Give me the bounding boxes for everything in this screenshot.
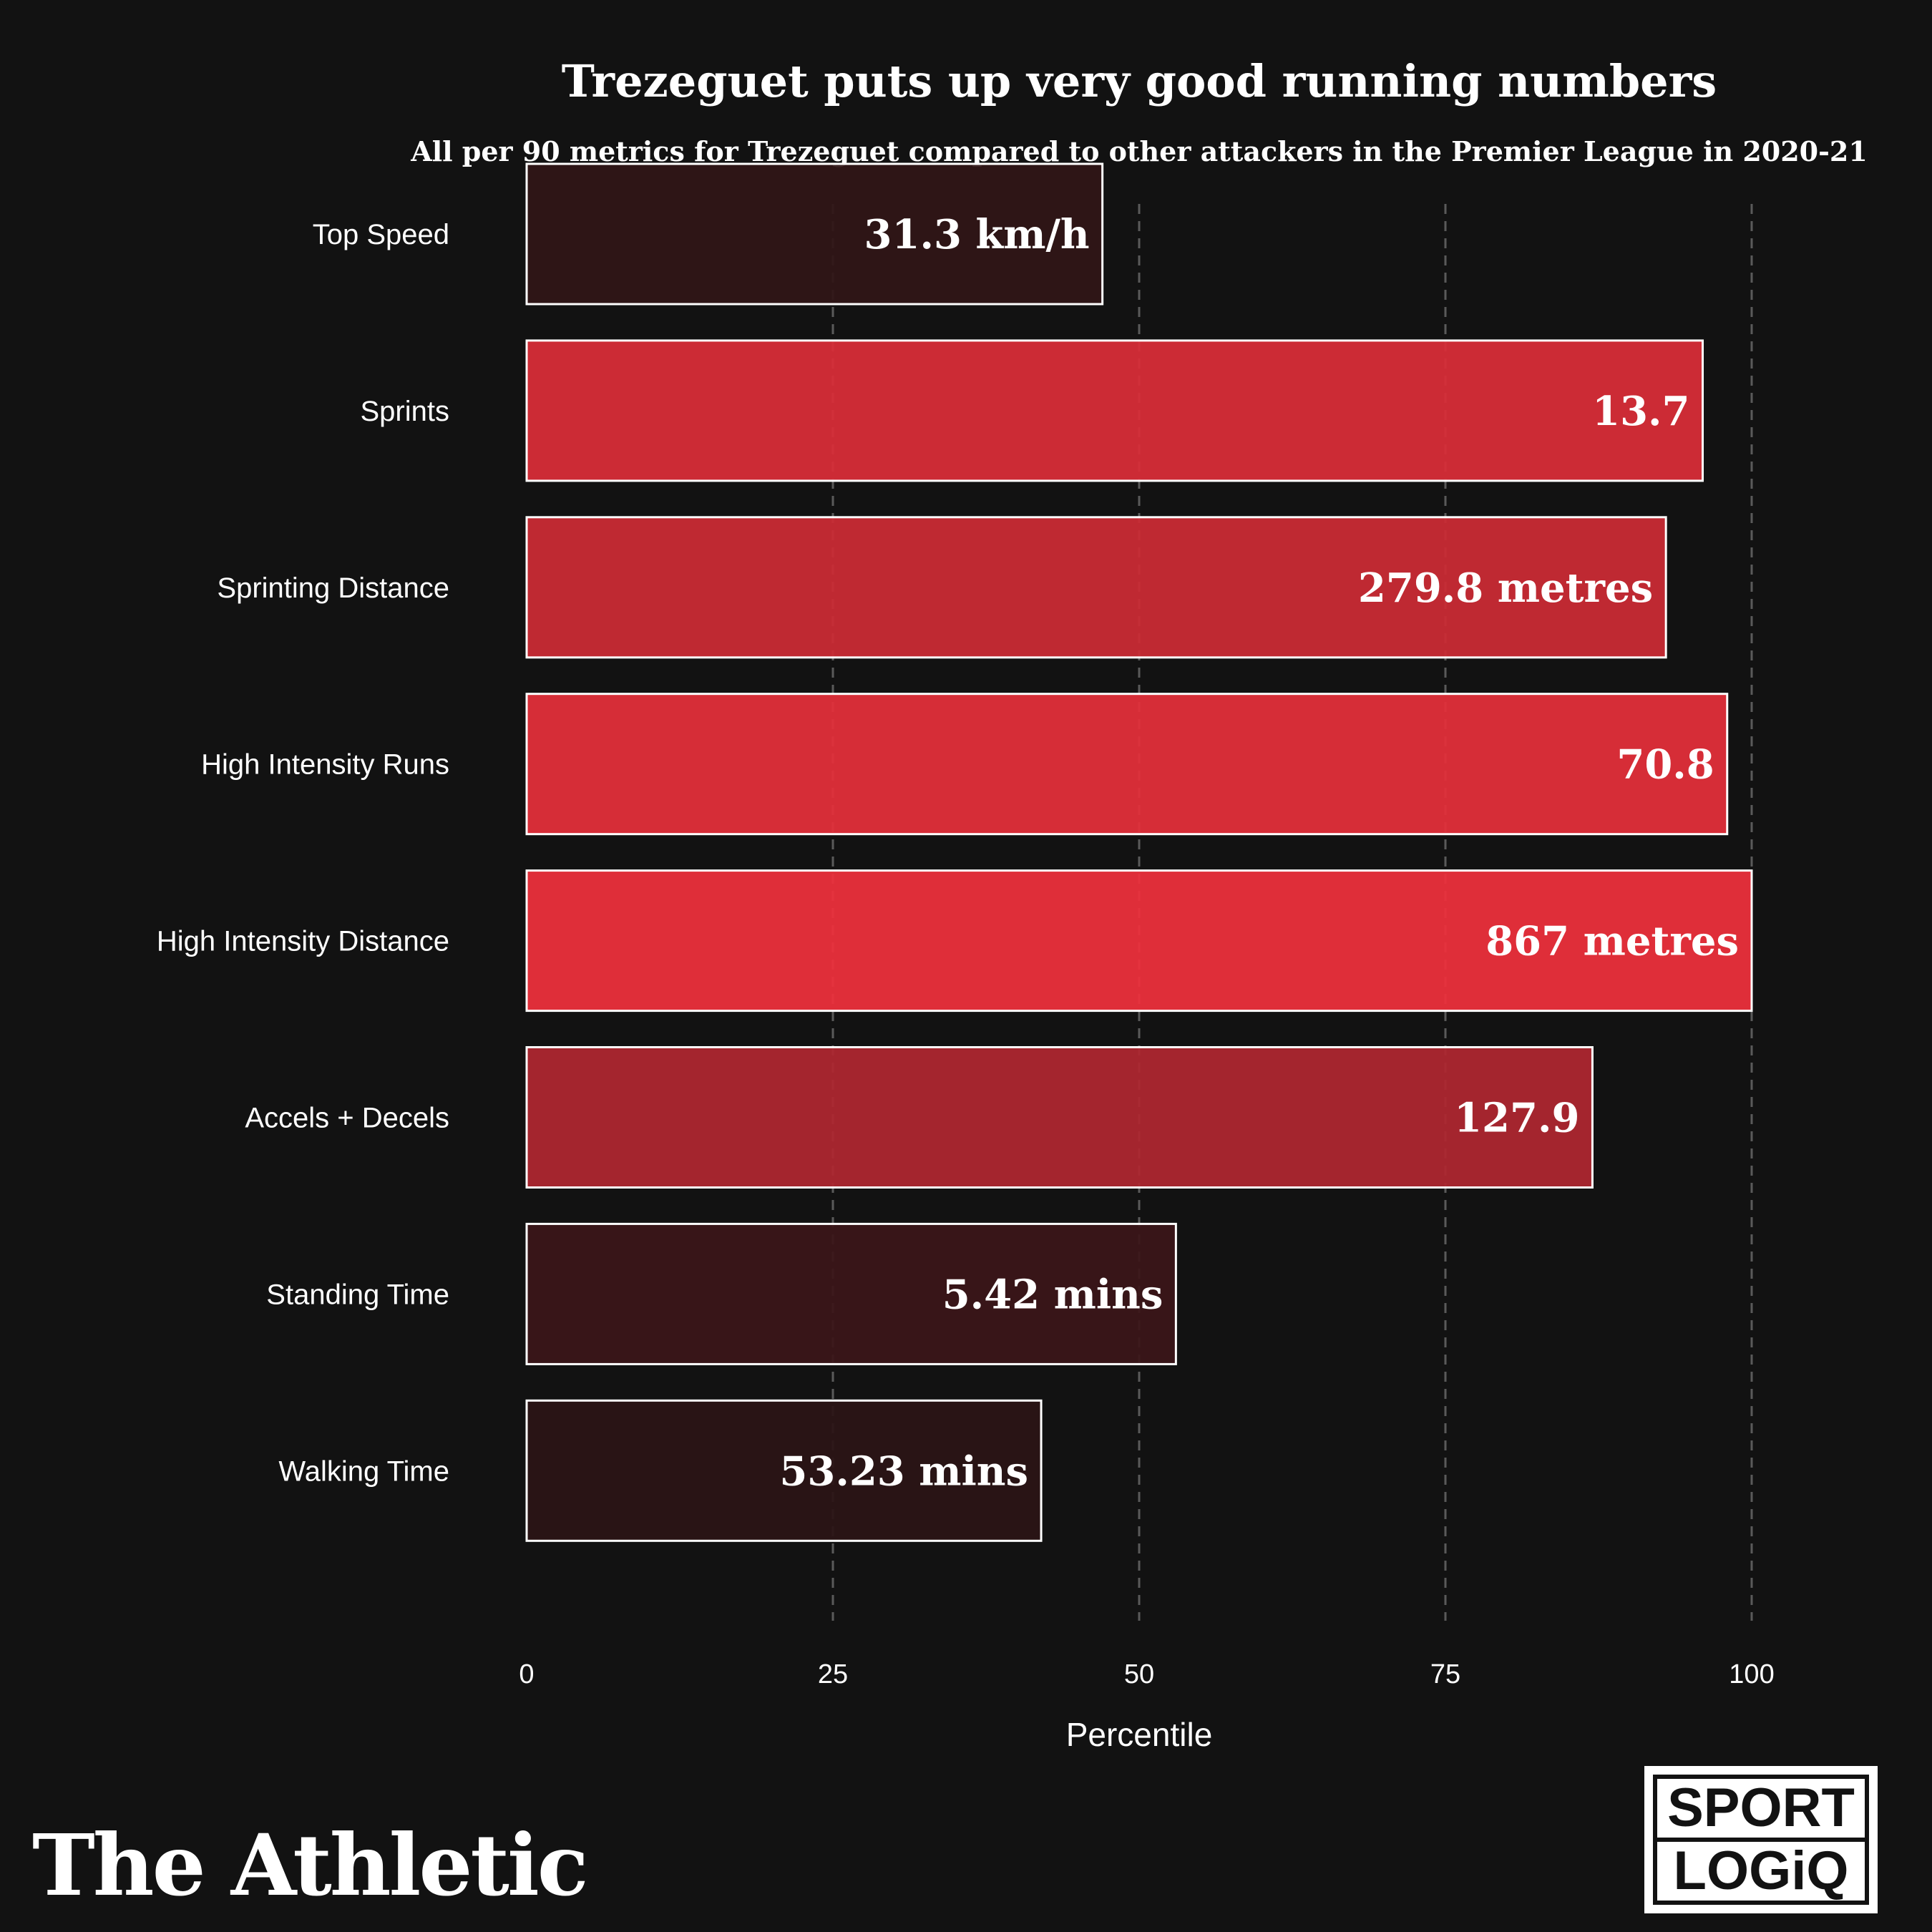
x-tick-label: 100	[1729, 1659, 1774, 1689]
value-label: 13.7	[1592, 388, 1689, 435]
publisher-logo: The Athletic	[32, 1815, 587, 1915]
bar	[525, 1046, 1594, 1189]
partner-logo: SPORT LOGiQ	[1644, 1766, 1878, 1913]
category-label: Top Speed	[313, 219, 449, 250]
value-label: 279.8 metres	[1358, 565, 1653, 612]
bar	[525, 162, 1104, 306]
chart-subtitle: All per 90 metrics for Trezeguet compare…	[410, 135, 1868, 167]
x-tick-label: 75	[1430, 1659, 1460, 1689]
x-axis-ticks: 0 25 50 75 100	[519, 1659, 1774, 1689]
bar	[525, 693, 1729, 836]
category-label: High Intensity Runs	[201, 749, 449, 781]
value-label: 31.3 km/h	[864, 211, 1090, 258]
partner-logo-line2: LOGiQ	[1674, 1840, 1849, 1901]
x-tick-label: 25	[818, 1659, 848, 1689]
value-label: 867 metres	[1485, 918, 1739, 965]
category-label: Walking Time	[278, 1455, 449, 1487]
value-label: 53.23 mins	[779, 1448, 1028, 1495]
category-label: Standing Time	[266, 1279, 449, 1310]
value-label: 5.42 mins	[942, 1271, 1163, 1318]
partner-logo-top-panel	[1657, 1779, 1865, 1838]
value-label: 70.8	[1616, 741, 1714, 789]
bar	[525, 869, 1753, 1013]
category-label: Accels + Decels	[245, 1103, 449, 1134]
x-tick-label: 50	[1124, 1659, 1154, 1689]
category-label: High Intensity Distance	[157, 926, 449, 957]
category-label: Sprints	[361, 396, 450, 427]
partner-logo-bottom-panel	[1657, 1842, 1865, 1901]
bar	[525, 1222, 1177, 1365]
bar	[525, 516, 1667, 659]
bars: Top Speed 31.3 km/h Sprints 13.7 Sprinting D…	[157, 162, 1753, 1542]
x-axis-label: Percentile	[1066, 1716, 1213, 1753]
bar	[525, 339, 1704, 482]
bar	[525, 1399, 1043, 1542]
chart-title: Trezeguet puts up very good running numb…	[562, 55, 1717, 107]
category-label: Sprinting Distance	[217, 572, 449, 604]
x-tick-label: 0	[519, 1659, 534, 1689]
partner-logo-line1: SPORT	[1667, 1777, 1855, 1838]
value-label: 127.9	[1454, 1095, 1579, 1142]
